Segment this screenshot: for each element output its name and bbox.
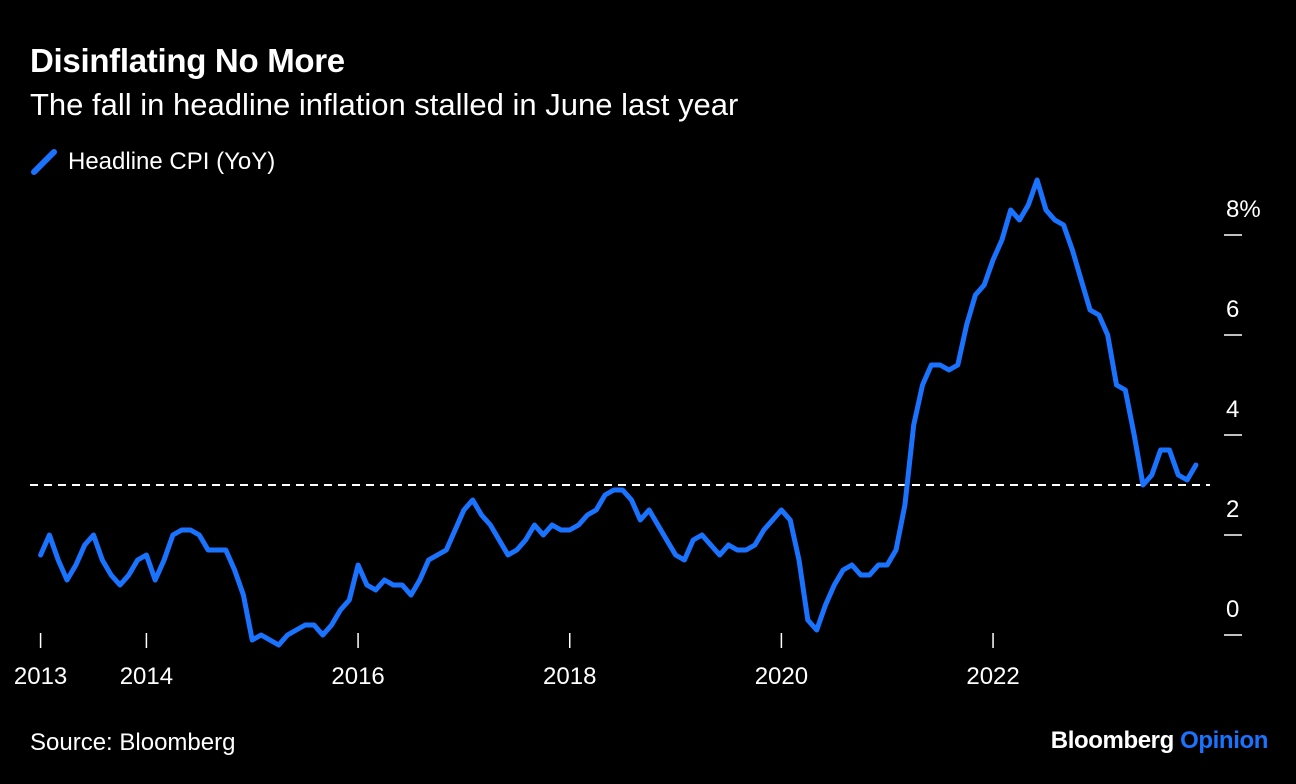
x-tick-label: 2022 (966, 663, 1019, 690)
x-axis: 2013 2014 2016 2018 2020 2022 (14, 633, 1020, 690)
y-axis: 0 2 4 6 8% (1224, 196, 1261, 636)
y-tick-label: 0 (1226, 596, 1239, 623)
y-tick-label: 4 (1226, 396, 1239, 423)
legend: Headline CPI (YoY) (30, 148, 275, 176)
brand-accent: Opinion (1180, 727, 1268, 754)
brand-main: Bloomberg (1050, 727, 1174, 754)
y-tick-label: 6 (1226, 296, 1239, 323)
x-tick-label: 2020 (755, 663, 808, 690)
x-tick-label: 2018 (543, 663, 596, 690)
chart-subtitle: The fall in headline inflation stalled i… (30, 87, 739, 122)
chart-title: Disinflating No More (30, 42, 345, 79)
x-tick-label: 2016 (331, 663, 384, 690)
x-tick-label: 2013 (14, 663, 67, 690)
y-tick-label: 2 (1226, 496, 1239, 523)
legend-label: Headline CPI (YoY) (68, 148, 276, 175)
legend-swatch-icon (31, 149, 57, 175)
x-tick-label: 2014 (120, 663, 173, 690)
source-note: Source: Bloomberg (30, 729, 236, 756)
brand-logo: Bloomberg Opinion (1050, 727, 1269, 755)
y-tick-label: 8% (1226, 196, 1261, 223)
series-line-headline-cpi (38, 177, 1199, 648)
